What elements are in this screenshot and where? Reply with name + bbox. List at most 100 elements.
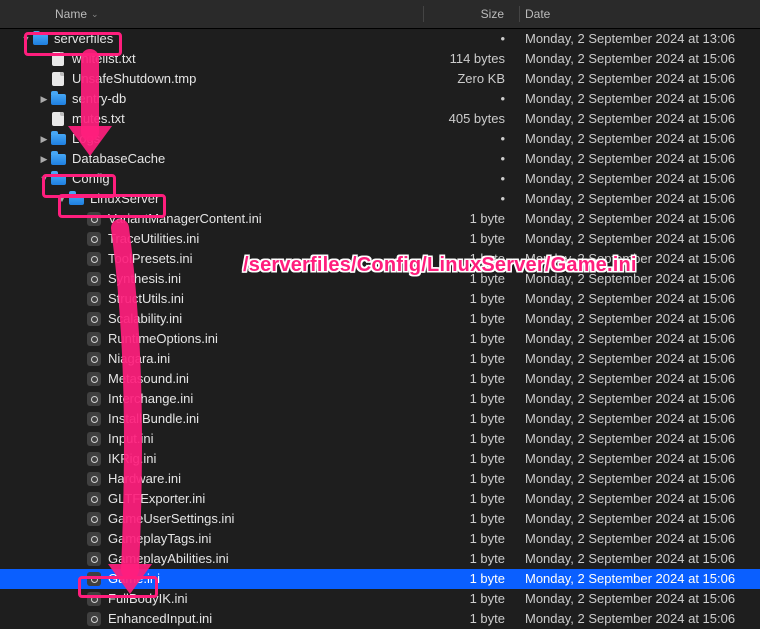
- file-row[interactable]: InstallBundle.ini1 byteMonday, 2 Septemb…: [0, 409, 760, 429]
- file-row[interactable]: ▼serverfiles•Monday, 2 September 2024 at…: [0, 29, 760, 49]
- file-size: Zero KB: [425, 69, 520, 89]
- disclosure-triangle-icon[interactable]: ▼: [56, 189, 68, 209]
- file-date: Monday, 2 September 2024 at 15:06: [520, 189, 760, 209]
- disclosure-triangle-icon[interactable]: ▼: [20, 29, 32, 49]
- file-date: Monday, 2 September 2024 at 15:06: [520, 549, 760, 569]
- file-size: 1 byte: [425, 509, 520, 529]
- file-size: 405 bytes: [425, 109, 520, 129]
- column-header-name[interactable]: Name ⌄: [0, 7, 423, 21]
- file-size: 114 bytes: [425, 49, 520, 69]
- file-size: •: [425, 189, 520, 209]
- file-date: Monday, 2 September 2024 at 15:06: [520, 289, 760, 309]
- file-row[interactable]: StructUtils.ini1 byteMonday, 2 September…: [0, 289, 760, 309]
- file-row[interactable]: Scalability.ini1 byteMonday, 2 September…: [0, 309, 760, 329]
- column-date-label: Date: [525, 7, 550, 21]
- file-name: InstallBundle.ini: [108, 409, 425, 429]
- file-row[interactable]: Interchange.ini1 byteMonday, 2 September…: [0, 389, 760, 409]
- file-row[interactable]: mutes.txt405 bytesMonday, 2 September 20…: [0, 109, 760, 129]
- file-row[interactable]: Synthesis.ini1 byteMonday, 2 September 2…: [0, 269, 760, 289]
- file-name: GameplayAbilities.ini: [108, 549, 425, 569]
- column-header[interactable]: Name ⌄ Size Date: [0, 0, 760, 29]
- file-size: •: [425, 169, 520, 189]
- file-date: Monday, 2 September 2024 at 15:06: [520, 149, 760, 169]
- file-row[interactable]: Game.ini1 byteMonday, 2 September 2024 a…: [0, 569, 760, 589]
- file-size: 1 byte: [425, 209, 520, 229]
- file-row[interactable]: ToolPresets.ini1 byteMonday, 2 September…: [0, 249, 760, 269]
- column-size-label: Size: [481, 7, 504, 21]
- file-size: •: [425, 129, 520, 149]
- file-row[interactable]: EnhancedInput.ini1 byteMonday, 2 Septemb…: [0, 609, 760, 629]
- file-date: Monday, 2 September 2024 at 15:06: [520, 409, 760, 429]
- file-name: whitelist.txt: [72, 49, 425, 69]
- file-date: Monday, 2 September 2024 at 15:06: [520, 509, 760, 529]
- file-row[interactable]: GLTFExporter.ini1 byteMonday, 2 Septembe…: [0, 489, 760, 509]
- config-file-icon: [86, 331, 102, 347]
- file-name: LinuxServer: [90, 189, 425, 209]
- file-row[interactable]: IKRig.ini1 byteMonday, 2 September 2024 …: [0, 449, 760, 469]
- file-date: Monday, 2 September 2024 at 15:06: [520, 89, 760, 109]
- config-file-icon: [86, 391, 102, 407]
- column-header-date[interactable]: Date: [520, 7, 760, 21]
- document-icon: [50, 51, 66, 67]
- file-date: Monday, 2 September 2024 at 15:06: [520, 49, 760, 69]
- file-row[interactable]: Hardware.ini1 byteMonday, 2 September 20…: [0, 469, 760, 489]
- file-size: 1 byte: [425, 289, 520, 309]
- file-size: 1 byte: [425, 569, 520, 589]
- file-size: •: [425, 149, 520, 169]
- file-size: 1 byte: [425, 449, 520, 469]
- file-row[interactable]: RuntimeOptions.ini1 byteMonday, 2 Septem…: [0, 329, 760, 349]
- file-size: •: [425, 89, 520, 109]
- config-file-icon: [86, 591, 102, 607]
- file-size: •: [425, 29, 520, 49]
- file-date: Monday, 2 September 2024 at 15:06: [520, 69, 760, 89]
- file-name: serverfiles: [54, 29, 425, 49]
- file-name: Niagara.ini: [108, 349, 425, 369]
- file-row[interactable]: FullBodyIK.ini1 byteMonday, 2 September …: [0, 589, 760, 609]
- file-name: FullBodyIK.ini: [108, 589, 425, 609]
- file-row[interactable]: GameUserSettings.ini1 byteMonday, 2 Sept…: [0, 509, 760, 529]
- file-row[interactable]: ▼Config•Monday, 2 September 2024 at 15:0…: [0, 169, 760, 189]
- file-row[interactable]: GameplayAbilities.ini1 byteMonday, 2 Sep…: [0, 549, 760, 569]
- file-size: 1 byte: [425, 349, 520, 369]
- file-date: Monday, 2 September 2024 at 15:06: [520, 269, 760, 289]
- file-row[interactable]: ▶ DatabaseCache•Monday, 2 September 2024 …: [0, 149, 760, 169]
- file-row[interactable]: UnsafeShutdown.tmpZero KBMonday, 2 Septe…: [0, 69, 760, 89]
- column-name-label: Name: [55, 7, 87, 21]
- config-file-icon: [86, 571, 102, 587]
- file-row[interactable]: GameplayTags.ini1 byteMonday, 2 Septembe…: [0, 529, 760, 549]
- config-file-icon: [86, 211, 102, 227]
- file-row[interactable]: whitelist.txt114 bytesMonday, 2 Septembe…: [0, 49, 760, 69]
- file-name: Logs: [72, 129, 425, 149]
- file-size: 1 byte: [425, 609, 520, 629]
- config-file-icon: [86, 611, 102, 627]
- folder-icon: [32, 31, 48, 47]
- file-date: Monday, 2 September 2024 at 15:06: [520, 449, 760, 469]
- file-row[interactable]: ▶ sentry-db•Monday, 2 September 2024 at 1…: [0, 89, 760, 109]
- file-date: Monday, 2 September 2024 at 15:06: [520, 369, 760, 389]
- file-name: EnhancedInput.ini: [108, 609, 425, 629]
- disclosure-triangle-icon[interactable]: ▼: [38, 169, 50, 189]
- config-file-icon: [86, 471, 102, 487]
- file-size: 1 byte: [425, 389, 520, 409]
- file-row[interactable]: Input.ini1 byteMonday, 2 September 2024 …: [0, 429, 760, 449]
- file-row[interactable]: ▼ LinuxServer•Monday, 2 September 2024 at…: [0, 189, 760, 209]
- disclosure-triangle-icon[interactable]: ▶: [38, 89, 50, 109]
- file-row[interactable]: Niagara.ini1 byteMonday, 2 September 202…: [0, 349, 760, 369]
- file-row[interactable]: VariantManagerContent.ini1 byteMonday, 2…: [0, 209, 760, 229]
- file-name: sentry-db: [72, 89, 425, 109]
- file-date: Monday, 2 September 2024 at 15:06: [520, 229, 760, 249]
- file-name: GameUserSettings.ini: [108, 509, 425, 529]
- file-name: DatabaseCache: [72, 149, 425, 169]
- file-size: 1 byte: [425, 369, 520, 389]
- folder-icon: [50, 91, 66, 107]
- disclosure-triangle-icon[interactable]: ▶: [38, 129, 50, 149]
- config-file-icon: [86, 251, 102, 267]
- file-row[interactable]: ▶Logs•Monday, 2 September 2024 at 15:06: [0, 129, 760, 149]
- file-size: 1 byte: [425, 309, 520, 329]
- file-row[interactable]: Metasound.ini1 byteMonday, 2 September 2…: [0, 369, 760, 389]
- file-row[interactable]: TraceUtilities.ini1 byteMonday, 2 Septem…: [0, 229, 760, 249]
- file-date: Monday, 2 September 2024 at 15:06: [520, 389, 760, 409]
- column-header-size[interactable]: Size: [424, 7, 519, 21]
- disclosure-triangle-icon[interactable]: ▶: [38, 149, 50, 169]
- file-size: 1 byte: [425, 489, 520, 509]
